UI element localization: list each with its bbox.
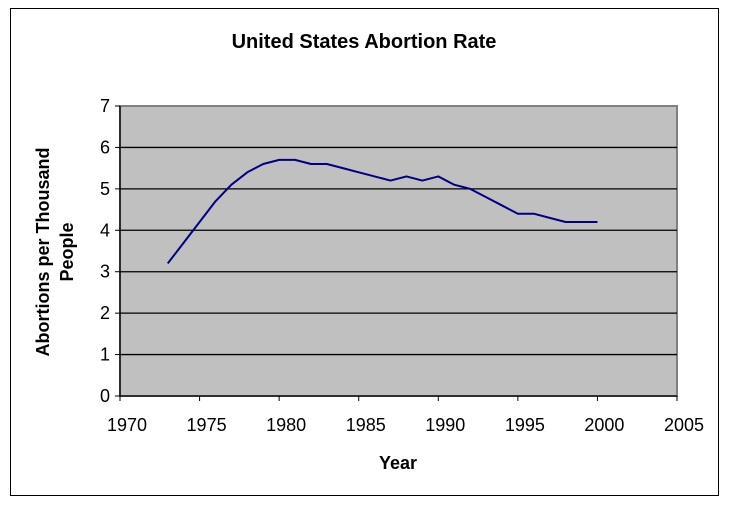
x-tick-label: 1980 bbox=[266, 415, 306, 435]
series-line bbox=[166, 158, 598, 265]
y-tick-label: 2 bbox=[100, 303, 110, 323]
x-tick-label: 1975 bbox=[187, 415, 227, 435]
x-tick-label: 1985 bbox=[346, 415, 386, 435]
y-tick-label: 4 bbox=[100, 220, 110, 240]
x-tick-label: 1995 bbox=[505, 415, 545, 435]
y-axis-label-line2: People bbox=[57, 222, 77, 281]
x-axis-label: Year bbox=[379, 453, 417, 473]
y-tick-label: 5 bbox=[100, 179, 110, 199]
y-tick-label: 0 bbox=[100, 386, 110, 406]
chart-frame bbox=[10, 8, 719, 496]
chart-title: United States Abortion Rate bbox=[232, 31, 497, 53]
x-tick-label: 1970 bbox=[107, 415, 147, 435]
y-tick-label: 7 bbox=[100, 96, 110, 116]
x-tick-label: 2000 bbox=[584, 415, 624, 435]
y-tick-label: 6 bbox=[100, 137, 110, 157]
y-tick-label: 1 bbox=[100, 345, 110, 365]
plot-area bbox=[119, 105, 678, 397]
x-tick-label: 2005 bbox=[664, 415, 704, 435]
y-tick-label: 3 bbox=[100, 262, 110, 282]
x-tick-label: 1990 bbox=[425, 415, 465, 435]
y-axis-label-line1: Abortions per Thousand bbox=[33, 148, 53, 357]
